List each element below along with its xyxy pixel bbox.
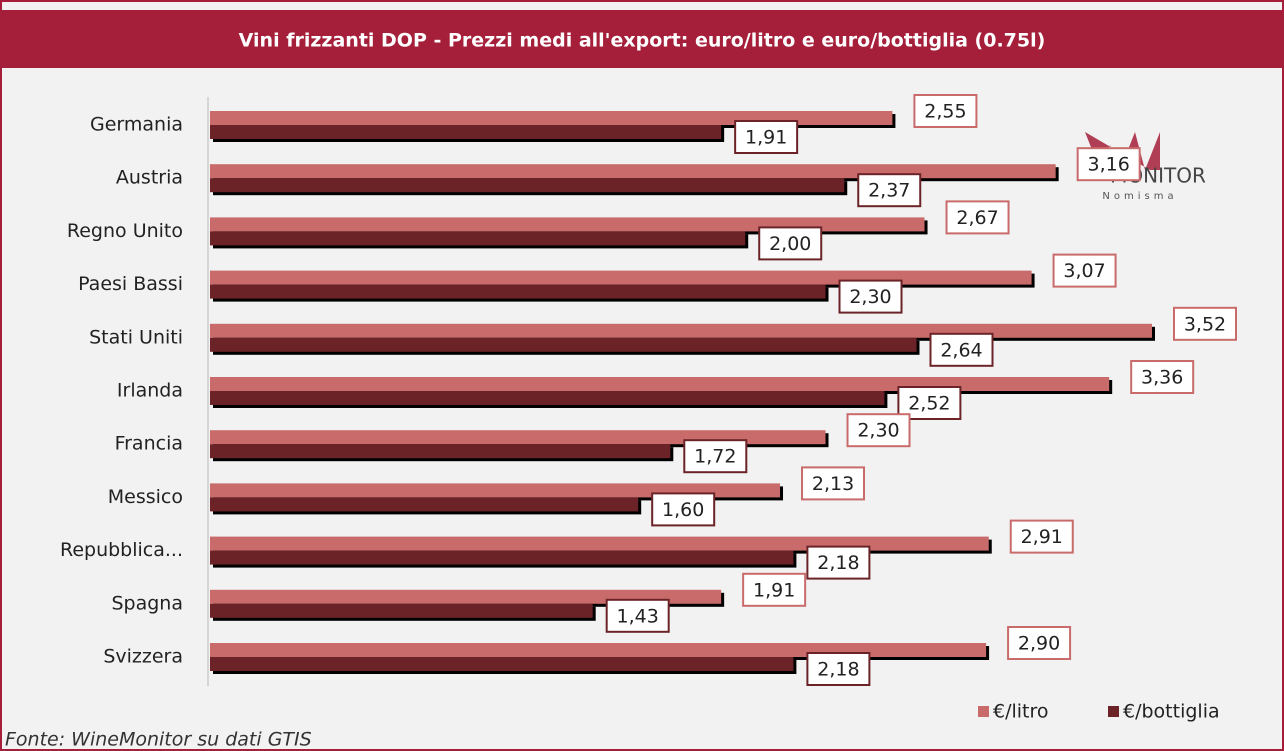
value-label: 2,64 bbox=[940, 339, 982, 361]
value-label-box bbox=[1130, 360, 1195, 394]
value-label-box bbox=[846, 413, 911, 448]
bar bbox=[210, 217, 925, 232]
value-label: 3,52 bbox=[1184, 313, 1226, 335]
bar bbox=[210, 589, 722, 604]
value-label-box bbox=[857, 173, 922, 208]
value-label: 2,55 bbox=[924, 101, 966, 123]
bar bbox=[210, 657, 794, 671]
value-label: 2,37 bbox=[868, 180, 910, 202]
value-label: 1,91 bbox=[753, 579, 795, 601]
bar bbox=[210, 323, 1152, 338]
value-label-box bbox=[1007, 626, 1072, 660]
bar bbox=[210, 643, 987, 657]
value-label: 1,91 bbox=[745, 127, 787, 149]
bar bbox=[210, 444, 671, 459]
bar bbox=[210, 377, 1110, 391]
value-label-box bbox=[806, 652, 871, 686]
title-banner bbox=[0, 10, 1284, 68]
y-tick-label: Irlanda bbox=[117, 380, 183, 402]
y-tick-label: Francia bbox=[115, 433, 183, 455]
value-label: 1,60 bbox=[662, 499, 704, 521]
value-label-box bbox=[801, 466, 866, 501]
y-tick-label: Repubblica... bbox=[60, 539, 183, 561]
bar bbox=[210, 270, 1032, 285]
bar bbox=[210, 391, 885, 405]
value-label-box bbox=[1052, 253, 1117, 288]
value-label-box bbox=[605, 598, 670, 633]
value-label: 2,91 bbox=[1021, 526, 1063, 548]
y-tick-label: Austria bbox=[116, 167, 183, 189]
bar bbox=[210, 164, 1056, 179]
legend-label: €/bottiglia bbox=[1123, 701, 1220, 723]
value-label-box bbox=[742, 572, 807, 607]
bar bbox=[210, 111, 893, 125]
chart-title: Vini frizzanti DOP - Prezzi medi all'exp… bbox=[239, 30, 1046, 52]
value-label: 2,00 bbox=[769, 233, 811, 255]
logo-subtext: Nomisma bbox=[1102, 191, 1177, 202]
value-label-box bbox=[758, 226, 823, 261]
value-label: 2,30 bbox=[857, 420, 899, 442]
y-tick-label: Spagna bbox=[111, 592, 183, 614]
source-note: Fonte: WineMonitor su dati GTIS bbox=[5, 729, 312, 751]
value-label: 2,52 bbox=[908, 393, 950, 415]
y-tick-label: Paesi Bassi bbox=[78, 273, 183, 295]
value-label-box bbox=[1173, 306, 1237, 341]
bar bbox=[210, 178, 845, 193]
legend-swatch bbox=[978, 706, 989, 717]
value-label-box bbox=[1009, 519, 1074, 554]
value-label: 2,18 bbox=[817, 552, 859, 574]
value-label-box bbox=[929, 332, 994, 367]
bar bbox=[210, 284, 826, 299]
value-label: 3,07 bbox=[1063, 260, 1105, 282]
value-label: 3,36 bbox=[1141, 367, 1183, 389]
bar bbox=[210, 337, 917, 352]
y-tick-label: Regno Unito bbox=[67, 220, 183, 242]
value-label: 2,18 bbox=[817, 659, 859, 681]
value-label: 2,67 bbox=[956, 207, 998, 229]
y-tick-label: Germania bbox=[90, 114, 183, 136]
legend-swatch bbox=[1108, 706, 1119, 717]
value-label: 1,72 bbox=[694, 446, 736, 468]
bar bbox=[210, 497, 639, 512]
bar bbox=[210, 483, 781, 498]
y-tick-label: Stati Uniti bbox=[89, 326, 183, 348]
value-label: 3,16 bbox=[1088, 154, 1130, 176]
value-label-box bbox=[1076, 147, 1141, 182]
bar bbox=[210, 430, 826, 445]
value-label: 2,13 bbox=[812, 473, 854, 495]
legend-label: €/litro bbox=[993, 701, 1049, 723]
value-label-box bbox=[806, 545, 871, 580]
bar bbox=[210, 536, 989, 551]
y-tick-label: Messico bbox=[108, 486, 183, 508]
bar bbox=[210, 550, 794, 565]
value-label: 1,43 bbox=[617, 605, 659, 627]
value-label: 2,30 bbox=[849, 286, 891, 308]
value-label-box bbox=[651, 492, 716, 527]
value-label-box bbox=[945, 200, 1010, 235]
y-tick-label: Svizzera bbox=[103, 646, 183, 668]
value-label-box bbox=[838, 279, 903, 314]
value-label: 2,90 bbox=[1018, 633, 1060, 655]
bar bbox=[210, 603, 593, 618]
bar bbox=[210, 125, 722, 139]
value-label-box bbox=[913, 94, 978, 128]
value-label-box bbox=[683, 439, 748, 474]
value-label-box bbox=[734, 120, 799, 154]
bar bbox=[210, 231, 746, 246]
